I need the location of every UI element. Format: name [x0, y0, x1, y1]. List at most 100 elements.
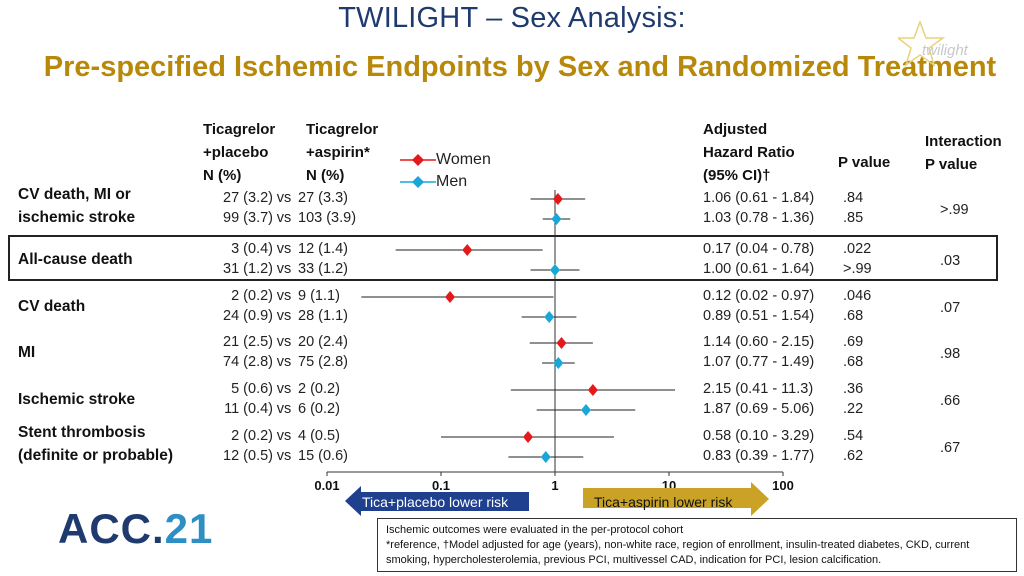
arrow-left-label: Tica+placebo lower risk — [362, 494, 509, 510]
count-ticagrelor-placebo: 74 (2.8) — [223, 354, 273, 370]
acc-logo: ACC.21 — [58, 505, 213, 553]
header-line: +aspirin* — [306, 144, 370, 161]
legend-markers — [400, 154, 436, 188]
hr-marker-men — [580, 404, 591, 416]
count-ticagrelor-placebo: 99 (3.7) — [223, 210, 273, 226]
vs-label: vs — [276, 190, 292, 206]
vs-label: vs — [276, 428, 292, 444]
count-ticagrelor-aspirin: 27 (3.3) — [298, 190, 348, 206]
x-tick-label: 100 — [772, 478, 794, 493]
legend-men-diamond — [412, 176, 424, 188]
hazard-ratio-ci: 0.58 (0.10 - 3.29) — [703, 428, 815, 444]
p-value: .84 — [843, 190, 864, 206]
interaction-p-value: >.99 — [940, 202, 969, 218]
header-line: Ticagrelor — [306, 121, 379, 138]
header-line: (95% CI)† — [703, 167, 771, 184]
forest-plot — [326, 190, 784, 476]
hazard-ratio-ci: 2.15 (0.41 - 11.3) — [703, 381, 814, 397]
acc-logo-number: 21 — [164, 505, 214, 552]
interaction-p-value: .66 — [940, 393, 961, 409]
endpoint-label: CV death, MI or — [18, 186, 131, 203]
vs-label: vs — [276, 241, 292, 257]
legend-women-diamond — [412, 154, 424, 166]
hazard-ratio-ci: 1.87 (0.69 - 5.06) — [703, 401, 815, 417]
header-line: P value — [925, 156, 978, 173]
count-ticagrelor-aspirin: 75 (2.8) — [298, 354, 348, 370]
slide-subtitle: Pre-specified Ischemic Endpoints by Sex … — [43, 51, 997, 83]
vs-label: vs — [276, 401, 292, 417]
count-ticagrelor-aspirin: 103 (3.9) — [298, 210, 357, 226]
x-tick-label: 1 — [551, 478, 559, 493]
hazard-ratio-ci: 1.00 (0.61 - 1.64) — [703, 261, 815, 277]
star-icon — [898, 20, 946, 67]
hr-marker-women — [445, 291, 456, 303]
hazard-ratio-ci: 0.17 (0.04 - 0.78) — [703, 241, 815, 257]
footnote-box: Ischemic outcomes were evaluated in the … — [377, 518, 1017, 572]
hazard-ratio-ci: 1.14 (0.60 - 2.15) — [703, 334, 815, 350]
hr-marker-women — [523, 431, 534, 443]
p-value: .046 — [843, 288, 872, 304]
count-ticagrelor-aspirin: 33 (1.2) — [298, 261, 348, 277]
endpoint-label: (definite or probable) — [18, 447, 173, 464]
p-value: .54 — [843, 428, 864, 444]
header-p-value: P value — [838, 154, 891, 171]
p-value: .62 — [843, 448, 864, 464]
x-tick-label: 0.01 — [314, 478, 340, 493]
count-ticagrelor-placebo: 24 (0.9) — [223, 308, 273, 324]
count-ticagrelor-aspirin: 6 (0.2) — [298, 401, 340, 417]
hr-marker-men — [544, 311, 555, 323]
count-ticagrelor-placebo: 27 (3.2) — [223, 190, 273, 206]
p-value: .022 — [843, 241, 872, 257]
vs-label: vs — [276, 308, 292, 324]
count-ticagrelor-aspirin: 20 (2.4) — [298, 334, 348, 350]
interaction-p-value: .98 — [940, 346, 961, 362]
count-ticagrelor-placebo: 5 (0.6) — [231, 381, 273, 397]
hr-marker-women — [556, 337, 567, 349]
endpoint-label: Ischemic stroke — [18, 391, 136, 408]
hr-marker-women — [462, 244, 473, 256]
vs-label: vs — [276, 334, 292, 350]
p-value: .22 — [843, 401, 864, 417]
header-line: +placebo — [203, 144, 269, 161]
header-hazard-ratio: Adjusted Hazard Ratio (95% CI)† — [703, 118, 795, 187]
vs-label: vs — [276, 210, 292, 226]
vs-label: vs — [276, 261, 292, 277]
vs-label: vs — [276, 354, 292, 370]
count-ticagrelor-aspirin: 28 (1.1) — [298, 308, 348, 324]
count-ticagrelor-placebo: 21 (2.5) — [223, 334, 273, 350]
hr-marker-men — [540, 451, 551, 463]
hr-marker-men — [551, 213, 562, 225]
hr-marker-women — [587, 384, 598, 396]
legend-women: Women — [436, 151, 491, 168]
header-line: Hazard Ratio — [703, 144, 795, 161]
footnote-line1: Ischemic outcomes were evaluated in the … — [386, 524, 684, 536]
highlight-box-all-cause-death — [8, 235, 998, 281]
p-value: .68 — [843, 308, 864, 324]
count-ticagrelor-placebo: 31 (1.2) — [223, 261, 273, 277]
p-value: >.99 — [843, 261, 872, 277]
hazard-ratio-ci: 1.06 (0.61 - 1.84) — [703, 190, 815, 206]
hr-marker-women — [552, 193, 563, 205]
interaction-p-value: .07 — [940, 300, 961, 316]
count-ticagrelor-aspirin: 15 (0.6) — [298, 448, 348, 464]
header-ticagrelor-placebo: Ticagrelor +placebo N (%) — [203, 118, 275, 187]
hazard-ratio-ci: 1.03 (0.78 - 1.36) — [703, 210, 815, 226]
arrow-left-icon — [345, 486, 529, 516]
endpoint-label: MI — [18, 344, 36, 361]
arrow-right-label: Tica+aspirin lower risk — [594, 494, 733, 510]
count-ticagrelor-aspirin: 2 (0.2) — [298, 381, 340, 397]
count-ticagrelor-placebo: 2 (0.2) — [231, 428, 273, 444]
count-ticagrelor-placebo: 2 (0.2) — [231, 288, 273, 304]
vs-label: vs — [276, 448, 292, 464]
arrow-right-icon — [583, 482, 769, 516]
count-ticagrelor-aspirin: 9 (1.1) — [298, 288, 340, 304]
footnote-line2: *reference, †Model adjusted for age (yea… — [386, 539, 970, 566]
header-line: N (%) — [306, 167, 345, 184]
legend: Women Men — [398, 150, 518, 192]
hazard-ratio-ci: 1.07 (0.77 - 1.49) — [703, 354, 815, 370]
header-interaction-p: Interaction P value — [925, 130, 1002, 176]
header-ticagrelor-aspirin: Ticagrelor +aspirin* N (%) — [306, 118, 378, 187]
count-ticagrelor-aspirin: 12 (1.4) — [298, 241, 348, 257]
vs-label: vs — [276, 381, 292, 397]
p-value: .36 — [843, 381, 864, 397]
